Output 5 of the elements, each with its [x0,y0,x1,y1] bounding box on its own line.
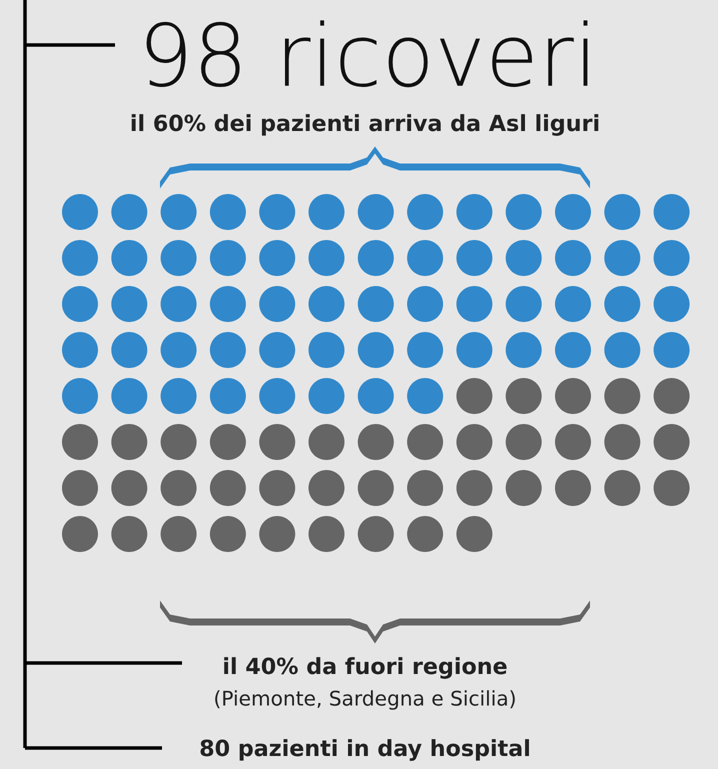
text: (Piemonte, Sardegna e Sicilia) [215,690,515,710]
data-label: il 60% dei pazienti arriva da Asl liguri [132,114,598,136]
data-label: il 40% da fuori regione [224,657,507,679]
text: 80 pazienti in day hospital [200,739,529,761]
text: 98 ricoveri [146,20,588,88]
